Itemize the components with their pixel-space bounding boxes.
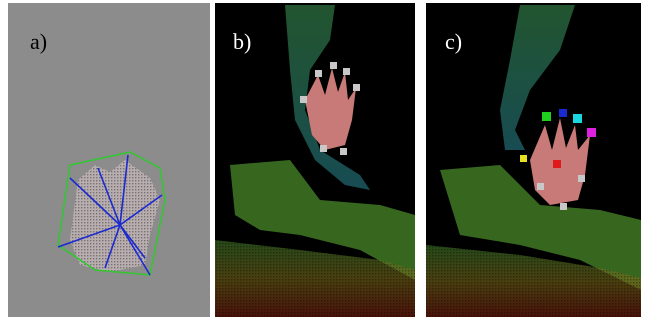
panel-c: c) (426, 3, 641, 317)
page: a) b) (0, 0, 653, 320)
figure: a) b) (0, 0, 653, 320)
panel-a: a) (8, 3, 210, 317)
panel-b: b) (215, 3, 415, 317)
panel-label: c) (445, 29, 462, 54)
panel-label: a) (30, 29, 47, 54)
hand-cloud-texture (70, 160, 160, 272)
panel-label: b) (233, 29, 251, 54)
